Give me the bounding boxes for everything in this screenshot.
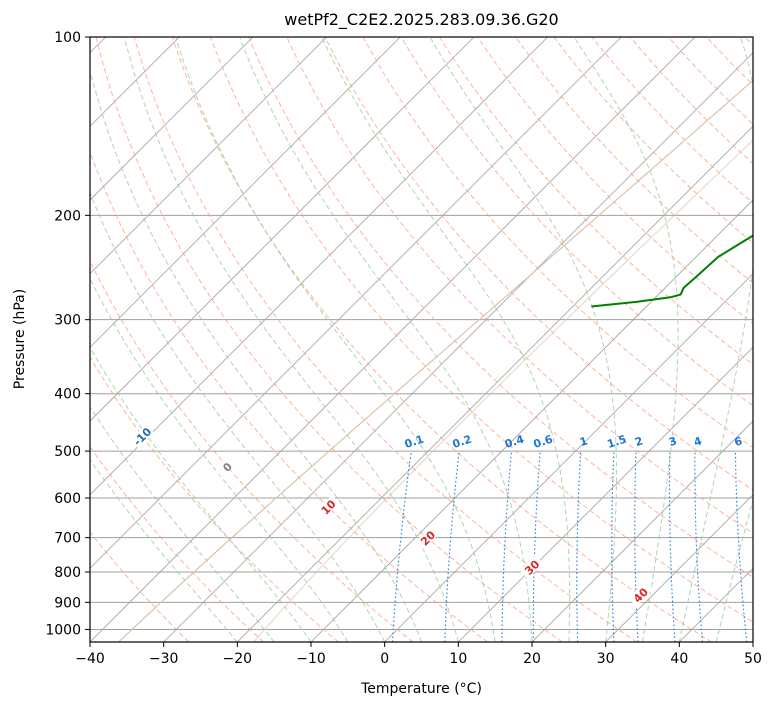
adiabat-label-backdrop — [628, 583, 652, 607]
dry-adiabat-line — [324, 37, 753, 491]
isotherm-line — [384, 273, 753, 642]
isotherm-line — [458, 346, 753, 642]
y-axis-label: Pressure (hPa) — [12, 289, 28, 389]
mixing-ratio-label: 1 — [578, 434, 589, 449]
x-tick-label: −30 — [149, 651, 179, 667]
x-axis: −40 −30 −20 −10 0 10 20 30 40 50 — [75, 642, 762, 667]
plot-frame — [89, 36, 754, 643]
dry-adiabat-line — [90, 259, 414, 642]
tan-reference-curve — [118, 79, 753, 642]
mixing-ratio-label: 0.2 — [451, 433, 474, 451]
dry-adiabat-line — [171, 37, 712, 642]
y-axis: 100 200 300 400 500 600 700 800 900 1000 — [45, 30, 90, 638]
chart-title: wetPf2_C2E2.2025.283.09.36.G20 — [284, 10, 558, 30]
dry-adiabat-line — [400, 37, 753, 407]
mixing-ratio-label: 6 — [733, 434, 745, 449]
y-tick-label: 800 — [54, 565, 81, 581]
moist-adiabat-line — [90, 405, 275, 642]
mixing-ratio-label: 3 — [667, 434, 678, 449]
isotherm-line — [90, 37, 548, 496]
dry-adiabat-line — [210, 37, 753, 623]
isotherm-line — [605, 494, 753, 642]
mixing-ratio-line — [391, 451, 412, 642]
y-tick-label: 600 — [54, 491, 81, 507]
moist-adiabat-line — [429, 37, 617, 642]
y-tick-label: 100 — [54, 30, 81, 46]
y-tick-label: 500 — [54, 444, 81, 460]
mixing-ratio-label: 0.4 — [503, 432, 526, 450]
isotherm-line — [163, 52, 753, 642]
moist-adiabat-line — [715, 498, 753, 642]
dry-adiabat-line — [90, 445, 264, 642]
adiabat-label-backdrop — [519, 555, 544, 579]
x-tick-label: 30 — [597, 651, 615, 667]
y-tick-label: 1000 — [45, 622, 81, 638]
profile-lines — [591, 234, 753, 308]
isotherm-line — [90, 37, 622, 569]
tan-reference-curve — [253, 139, 753, 642]
mixing-ratio-label: 1.5 — [606, 433, 629, 451]
moist-adiabat-line — [239, 37, 533, 642]
moist-adiabat-line — [90, 277, 349, 642]
y-tick-label: 700 — [54, 531, 81, 547]
moist-adiabat-line — [573, 37, 679, 642]
y-tick-label: 900 — [54, 595, 81, 611]
dry-adiabat-line — [90, 150, 488, 642]
adiabat-label-backdrop — [316, 495, 340, 519]
y-tick-label: 200 — [54, 208, 81, 224]
dewpoint-profile-line — [591, 234, 753, 308]
x-tick-label: 10 — [449, 651, 467, 667]
dry-adiabat-line — [90, 531, 190, 642]
moist-adiabat-line — [123, 37, 459, 642]
mixing-ratio-label: 0.6 — [532, 432, 555, 450]
moist-adiabat-line — [90, 346, 312, 642]
x-tick-label: 20 — [523, 651, 541, 667]
y-tick-label: 400 — [54, 387, 81, 403]
dry-adiabat-line — [515, 37, 753, 284]
x-tick-label: 40 — [670, 651, 688, 667]
mixing-ratio-label: 4 — [692, 434, 704, 449]
isotherm-line — [531, 420, 753, 642]
dry-adiabat-line — [133, 37, 638, 642]
isotherm-line — [90, 37, 327, 275]
background-lines — [90, 37, 753, 642]
moist-adiabat-line — [678, 37, 753, 642]
line-annotations: 0.10.20.40.611.52346810131620253036-100-… — [130, 424, 745, 607]
isotherm-line — [90, 37, 401, 348]
moist-adiabat-line — [90, 191, 386, 642]
x-tick-label: −40 — [75, 651, 105, 667]
x-tick-label: 50 — [744, 651, 762, 667]
isotherm-line — [90, 37, 475, 422]
adiabat-label-backdrop — [215, 455, 239, 479]
dry-adiabat-line — [90, 356, 339, 642]
moist-adiabat-line — [321, 37, 571, 642]
moist-adiabat-line — [175, 37, 496, 642]
x-tick-label: 0 — [380, 651, 389, 667]
isotherm-line — [237, 125, 753, 642]
isotherm-line — [90, 37, 254, 201]
x-axis-label: Temperature (°C) — [360, 681, 482, 697]
dry-adiabat-line — [248, 37, 753, 578]
adiabat-label-backdrop — [415, 526, 440, 550]
dry-adiabat-line — [438, 37, 753, 366]
moist-adiabat-line — [90, 458, 238, 642]
y-tick-label: 300 — [54, 313, 81, 329]
adiabat-label-backdrop — [130, 424, 154, 448]
mixing-ratio-label: 0.1 — [403, 433, 426, 451]
mixing-ratio-label: 2 — [633, 434, 644, 449]
x-tick-label: −10 — [296, 651, 326, 667]
dry-adiabat-line — [95, 37, 563, 642]
x-tick-label: −20 — [223, 651, 253, 667]
